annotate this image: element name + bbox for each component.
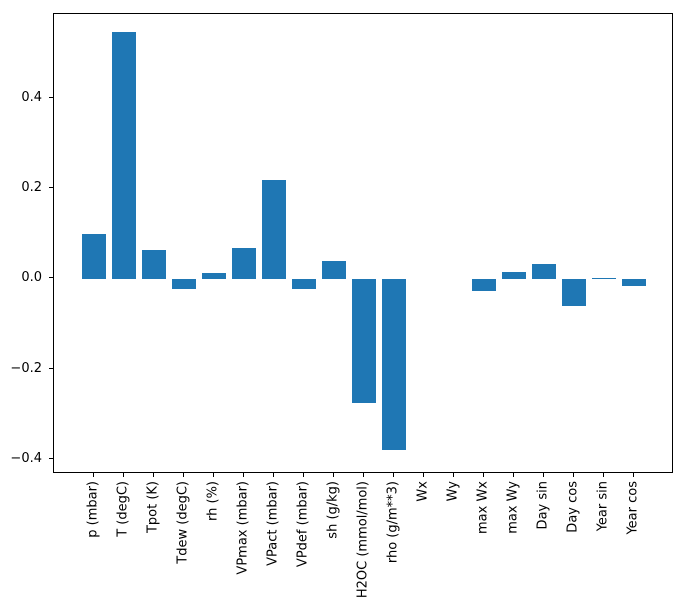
bar-vpdef-mbar	[292, 278, 316, 290]
y-tick-label: −0.2	[10, 360, 42, 376]
y-tick-label: −0.4	[10, 451, 42, 467]
x-tick-mark	[213, 473, 214, 477]
x-tick-mark	[393, 473, 394, 477]
x-tick-mark	[423, 473, 424, 477]
bar-day-sin	[532, 264, 556, 279]
x-tick-mark	[363, 473, 364, 477]
y-tick-mark	[49, 367, 53, 369]
y-tick-mark	[49, 277, 53, 279]
x-tick-label: max Wx	[475, 481, 491, 535]
y-tick-label: 0.4	[21, 89, 42, 105]
x-tick-label: VPdef (mbar)	[295, 481, 311, 568]
x-tick-mark	[513, 473, 514, 477]
x-tick-mark	[183, 473, 184, 477]
x-tick-label: p (mbar)	[85, 481, 101, 538]
x-tick-mark	[123, 473, 124, 477]
bar-rho-g-m-3	[382, 278, 406, 450]
x-tick-mark	[543, 473, 544, 477]
y-tick-mark	[49, 458, 53, 460]
x-tick-mark	[603, 473, 604, 477]
x-tick-mark	[453, 473, 454, 477]
bar-tdew-degc	[172, 278, 196, 289]
bar-p-mbar	[82, 233, 106, 279]
x-tick-label: Wx	[415, 481, 431, 502]
x-tick-label: Wy	[445, 481, 461, 502]
x-tick-mark	[333, 473, 334, 477]
bar-year-cos	[622, 278, 646, 287]
x-tick-label: sh (g/kg)	[325, 481, 341, 539]
bar-day-cos	[562, 278, 586, 306]
x-tick-label: VPact (mbar)	[265, 481, 281, 566]
x-tick-label: rho (g/m**3)	[385, 481, 401, 564]
y-tick-mark	[49, 96, 53, 98]
bar-year-sin	[592, 277, 616, 279]
x-tick-mark	[243, 473, 244, 477]
x-tick-mark	[273, 473, 274, 477]
x-tick-mark	[303, 473, 304, 477]
x-tick-label: rh (%)	[205, 481, 221, 521]
x-tick-mark	[153, 473, 154, 477]
x-tick-mark	[633, 473, 634, 477]
bar-max-wy	[502, 271, 526, 279]
bar-rh	[202, 273, 226, 279]
bar-t-degc	[112, 32, 136, 279]
x-tick-label: max Wy	[505, 481, 521, 534]
x-tick-label: Year cos	[625, 481, 641, 535]
x-tick-label: VPmax (mbar)	[235, 481, 251, 575]
x-tick-label: Tpot (K)	[145, 481, 161, 534]
x-tick-label: Year sin	[595, 481, 611, 532]
x-tick-label: Day cos	[565, 481, 581, 533]
bar-tpot-k	[142, 249, 166, 279]
bar-sh-g-kg	[322, 261, 346, 279]
plot-area	[53, 13, 673, 473]
bar-h2oc-mmol-mol	[352, 278, 376, 404]
x-tick-label: Day sin	[535, 481, 551, 530]
bar-max-wx	[472, 278, 496, 291]
x-tick-mark	[573, 473, 574, 477]
x-tick-mark	[93, 473, 94, 477]
x-tick-label: Tdew (degC)	[175, 481, 191, 564]
y-tick-label: 0.2	[21, 180, 42, 196]
y-tick-label: 0.0	[21, 270, 42, 286]
y-tick-mark	[49, 187, 53, 189]
bar-vpact-mbar	[262, 180, 286, 279]
x-tick-label: H2OC (mmol/mol)	[355, 481, 371, 599]
x-tick-mark	[483, 473, 484, 477]
x-tick-label: T (degC)	[115, 481, 131, 537]
bar-vpmax-mbar	[232, 248, 256, 279]
